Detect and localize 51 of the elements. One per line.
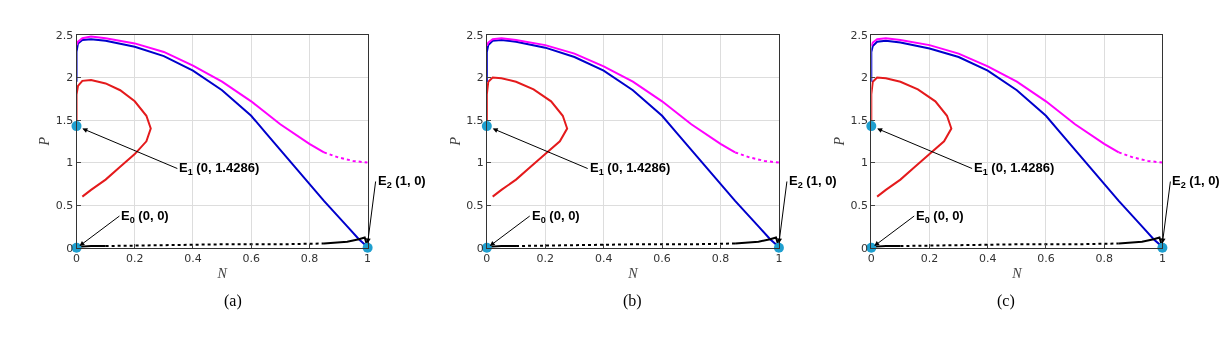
y-tick-label: 0	[861, 241, 869, 255]
x-tick-label: 0.2	[536, 251, 554, 265]
y-tick-label: 2	[66, 71, 74, 85]
y-tick-label: 2	[476, 71, 484, 85]
x-tick-label: 0.4	[978, 251, 997, 265]
x-tick-label: 0.6	[653, 251, 671, 265]
y-tick-label: 1.5	[466, 113, 484, 127]
y-tick-label: 0.5	[466, 199, 484, 213]
x-tick-label: 0.2	[920, 251, 939, 265]
annotation: E$_{0}$ (0, 0)	[532, 208, 580, 225]
text: (c)	[997, 292, 1015, 310]
x-tick-label: 1	[364, 251, 372, 265]
y-tick-label: 1.5	[850, 113, 869, 127]
y-axis-title: P	[37, 136, 53, 147]
y-tick-label: 0.5	[850, 199, 869, 213]
x-tick-label: 1	[1158, 251, 1166, 265]
x-axis-title: N	[216, 266, 228, 282]
y-tick-label: 2.5	[466, 28, 484, 42]
text: (b)	[623, 292, 642, 310]
x-tick-label: 0.2	[125, 251, 144, 265]
y-tick-label: 2.5	[55, 28, 74, 42]
annotation: E$_{2}$ (1, 0)	[1172, 173, 1220, 190]
annotation: E$_{0}$ (0, 0)	[121, 208, 169, 225]
x-tick-label: 1	[775, 251, 783, 265]
x-tick-label: 0.8	[1095, 251, 1113, 265]
x-tick-label: 0.6	[1037, 251, 1055, 265]
y-tick-label: 2	[861, 71, 869, 85]
x-tick-label: 0.6	[242, 251, 260, 265]
y-tick-label: 2.5	[850, 28, 869, 42]
y-axis-title: P	[832, 136, 848, 147]
annotation: E$_{0}$ (0, 0)	[916, 208, 964, 225]
y-tick-label: 1	[66, 156, 74, 170]
x-tick-label: 0.4	[184, 251, 202, 265]
x-tick-label: 0.8	[300, 251, 319, 265]
x-axis-title: N	[627, 266, 639, 282]
annotation: E$_{2}$ (1, 0)	[789, 173, 837, 190]
text: (a)	[224, 292, 242, 310]
annotation: E$_{1}$ (0, 1.4286)	[590, 160, 671, 177]
y-tick-label: 0.5	[55, 199, 74, 213]
x-tick-label: 0.8	[711, 251, 730, 265]
annotation: E$_{1}$ (0, 1.4286)	[974, 160, 1055, 177]
annotation: E$_{1}$ (0, 1.4286)	[179, 160, 260, 177]
y-tick-label: 0	[66, 241, 74, 255]
y-axis-title: P	[447, 136, 463, 147]
y-tick-label: 1	[476, 156, 484, 170]
x-axis-title: N	[1011, 266, 1023, 282]
annotation: E$_{2}$ (1, 0)	[378, 173, 426, 190]
y-tick-label: 1	[861, 156, 869, 170]
y-tick-label: 0	[476, 241, 484, 255]
x-tick-label: 0.4	[594, 251, 613, 265]
y-tick-label: 1.5	[55, 113, 74, 127]
